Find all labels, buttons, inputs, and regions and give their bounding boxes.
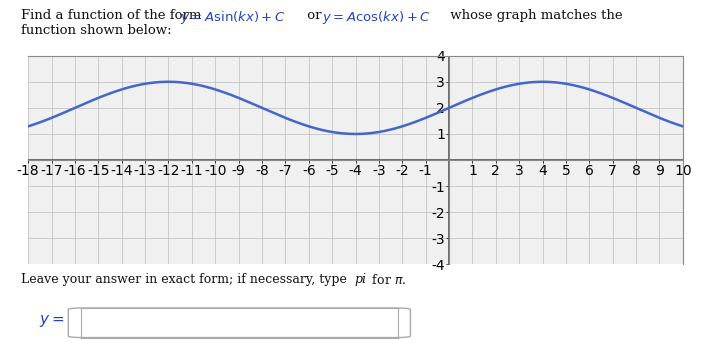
Text: $y = A\sin(kx) + C$: $y = A\sin(kx) + C$ bbox=[180, 9, 285, 26]
FancyBboxPatch shape bbox=[68, 308, 410, 338]
Text: function shown below:: function shown below: bbox=[21, 24, 172, 37]
Text: $y =$: $y =$ bbox=[39, 313, 64, 329]
Text: $y = A\cos(kx) + C$: $y = A\cos(kx) + C$ bbox=[322, 9, 432, 26]
Text: Leave your answer in exact form; if necessary, type: Leave your answer in exact form; if nece… bbox=[21, 273, 351, 286]
Text: or: or bbox=[303, 9, 325, 22]
Text: Find a function of the form: Find a function of the form bbox=[21, 9, 206, 22]
Text: whose graph matches the: whose graph matches the bbox=[446, 9, 623, 22]
Text: pi: pi bbox=[354, 273, 366, 286]
Text: for $\pi$.: for $\pi$. bbox=[368, 273, 406, 287]
